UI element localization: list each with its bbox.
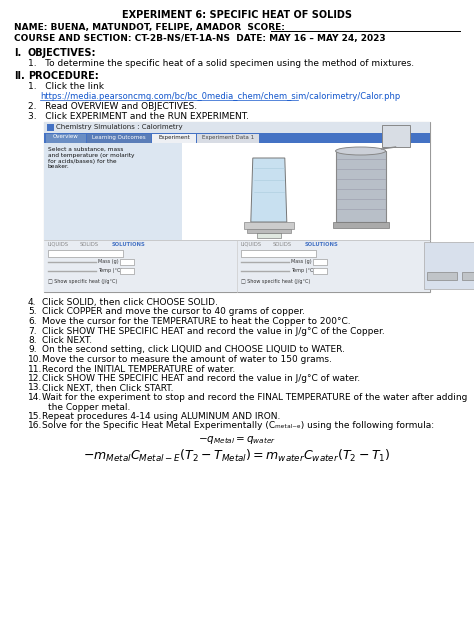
Text: 3.   Click EXPERIMENT and the RUN EXPERIMENT.: 3. Click EXPERIMENT and the RUN EXPERIME…: [28, 112, 249, 121]
Text: Temp (°C): Temp (°C): [98, 268, 122, 273]
Text: II.: II.: [14, 71, 25, 81]
Bar: [257, 233, 281, 238]
Text: Click NEXT, then Click START.: Click NEXT, then Click START.: [42, 384, 173, 392]
Text: Temp (°C): Temp (°C): [291, 268, 315, 273]
Text: 13.: 13.: [28, 384, 42, 392]
Bar: [120, 259, 134, 265]
Text: Experiment: Experiment: [158, 135, 190, 140]
Bar: [197, 134, 259, 143]
Text: NAME: BUENA, MATUNDOT, FELIPE, AMADOR  SCORE:: NAME: BUENA, MATUNDOT, FELIPE, AMADOR SC…: [14, 23, 285, 32]
Text: LIQUIDS: LIQUIDS: [48, 242, 69, 247]
Text: Mass (g): Mass (g): [98, 259, 118, 264]
Ellipse shape: [336, 147, 385, 155]
Bar: [46, 134, 86, 143]
Bar: [427, 272, 457, 280]
Text: □ Show numerical data: □ Show numerical data: [427, 263, 474, 268]
Text: Move the cursor for the TEMPERATURE to heat the Copper to 200°C.: Move the cursor for the TEMPERATURE to h…: [42, 317, 351, 326]
Text: ▼: ▼: [311, 251, 315, 256]
Bar: [87, 134, 151, 143]
Text: COURSE AND SECTION: CT-2B-NS/ET-1A-NS  DATE: MAY 16 – MAY 24, 2023: COURSE AND SECTION: CT-2B-NS/ET-1A-NS DA…: [14, 34, 386, 43]
Text: SOLIDS: SOLIDS: [273, 242, 292, 247]
Text: 15.: 15.: [28, 412, 42, 421]
Bar: [182, 143, 430, 240]
Text: 6.: 6.: [28, 317, 36, 326]
Text: 14.: 14.: [28, 393, 42, 402]
Text: LIQUIDS: LIQUIDS: [241, 242, 262, 247]
Polygon shape: [251, 158, 287, 222]
Text: $-q_{Metal}=q_{water}$: $-q_{Metal}=q_{water}$: [198, 434, 276, 446]
Text: On the second setting, click LIQUID and CHOOSE LIQUID to WATER.: On the second setting, click LIQUID and …: [42, 346, 345, 355]
Text: Overview: Overview: [53, 135, 79, 140]
Text: □ Show specific heat (J/g°C): □ Show specific heat (J/g°C): [241, 279, 310, 284]
Text: Click SHOW THE SPECIFIC HEAT and record the value in J/g°C of water.: Click SHOW THE SPECIFIC HEAT and record …: [42, 374, 360, 383]
Bar: [424, 242, 474, 289]
Text: Experiment Data 1: Experiment Data 1: [202, 135, 254, 140]
Text: SOLUTIONS: SOLUTIONS: [305, 242, 339, 247]
Bar: [44, 122, 430, 133]
Bar: [313, 268, 327, 274]
Text: $-m_{Metal}C_{Metal-E}(T_2-T_{Metal})=m_{water}C_{water}(T_2-T_1)$: $-m_{Metal}C_{Metal-E}(T_2-T_{Metal})=m_…: [83, 448, 391, 464]
Bar: [44, 143, 182, 240]
Text: PROCEDURE:: PROCEDURE:: [28, 71, 99, 81]
Text: Click SHOW THE SPECIFIC HEAT and record the value in J/g°C of the Copper.: Click SHOW THE SPECIFIC HEAT and record …: [42, 327, 385, 336]
Bar: [313, 259, 327, 265]
Bar: [247, 229, 291, 233]
Text: Start: Start: [436, 273, 448, 278]
Bar: [382, 125, 410, 147]
Text: Select a substance, mass
and temperature (or molarity
for acids/bases) for the
b: Select a substance, mass and temperature…: [48, 147, 135, 169]
Text: Click SOLID, then click CHOOSE SOLID.: Click SOLID, then click CHOOSE SOLID.: [42, 298, 218, 307]
Text: the Copper metal.: the Copper metal.: [48, 403, 130, 411]
Text: Choose a liquid: Choose a liquid: [50, 251, 88, 256]
Bar: [152, 134, 196, 143]
Text: SOLIDS: SOLIDS: [80, 242, 99, 247]
Text: I.: I.: [14, 48, 21, 58]
Text: Choose a liquid: Choose a liquid: [243, 251, 281, 256]
Text: Repeat procedures 4-14 using ALUMINUM AND IRON.: Repeat procedures 4-14 using ALUMINUM AN…: [42, 412, 281, 421]
Text: Chemistry Simulations : Calorimetry: Chemistry Simulations : Calorimetry: [56, 124, 182, 130]
Text: Click COPPER and move the cursor to 40 grams of copper.: Click COPPER and move the cursor to 40 g…: [42, 308, 305, 317]
Text: SOLUTIONS: SOLUTIONS: [112, 242, 146, 247]
Bar: [44, 240, 430, 292]
Text: Next: Next: [471, 273, 474, 278]
Text: EXPERIMENT 6: SPECIFIC HEAT OF SOLIDS: EXPERIMENT 6: SPECIFIC HEAT OF SOLIDS: [122, 10, 352, 20]
Bar: [462, 272, 474, 280]
Text: Record the INITIAL TEMPERATURE of water.: Record the INITIAL TEMPERATURE of water.: [42, 365, 235, 374]
Bar: [47, 124, 54, 131]
Text: Wait for the experiment to stop and record the FINAL TEMPERATURE of the water af: Wait for the experiment to stop and reco…: [42, 393, 467, 402]
Text: 8.: 8.: [28, 336, 36, 345]
Text: 2.   Read OVERVIEW and OBJECTIVES.: 2. Read OVERVIEW and OBJECTIVES.: [28, 102, 197, 111]
Text: Solve for the Specific Heat Metal Experimentally (Cₘₑₜₐₗ₋ₑ) using the following : Solve for the Specific Heat Metal Experi…: [42, 422, 434, 430]
Bar: [44, 122, 430, 292]
Text: Mass (g): Mass (g): [291, 259, 311, 264]
Text: ▼: ▼: [118, 251, 122, 256]
Text: 1.   Click the link: 1. Click the link: [28, 82, 104, 91]
Text: OBJECTIVES:: OBJECTIVES:: [28, 48, 97, 58]
Bar: [44, 133, 430, 143]
Bar: [120, 268, 134, 274]
Bar: [241, 250, 316, 257]
Text: □ Show specific heat (J/g°C): □ Show specific heat (J/g°C): [48, 279, 117, 284]
Text: 9.: 9.: [28, 346, 36, 355]
Text: RUN EXPERIMENT: RUN EXPERIMENT: [430, 245, 474, 250]
Bar: [244, 222, 294, 229]
Text: 1.   To determine the specific heat of a solid specimen using the method of mixt: 1. To determine the specific heat of a s…: [28, 59, 414, 68]
Bar: [333, 222, 389, 228]
Text: Click NEXT.: Click NEXT.: [42, 336, 92, 345]
Bar: [336, 151, 385, 222]
Text: 4.: 4.: [28, 298, 36, 307]
Text: 16.: 16.: [28, 422, 42, 430]
Text: 10.: 10.: [28, 355, 42, 364]
Text: Move the cursor to measure the amount of water to 150 grams.: Move the cursor to measure the amount of…: [42, 355, 332, 364]
Text: 12.: 12.: [28, 374, 42, 383]
Text: 5.: 5.: [28, 308, 36, 317]
Text: □ Show graph now: □ Show graph now: [427, 255, 474, 260]
Text: 11.: 11.: [28, 365, 42, 374]
Bar: [48, 250, 123, 257]
Text: 7.: 7.: [28, 327, 36, 336]
Text: https://media.pearsoncmg.com/bc/bc_0media_chem/chem_sim/calorimetry/Calor.php: https://media.pearsoncmg.com/bc/bc_0medi…: [40, 92, 400, 101]
Text: Learning Outcomes: Learning Outcomes: [92, 135, 146, 140]
